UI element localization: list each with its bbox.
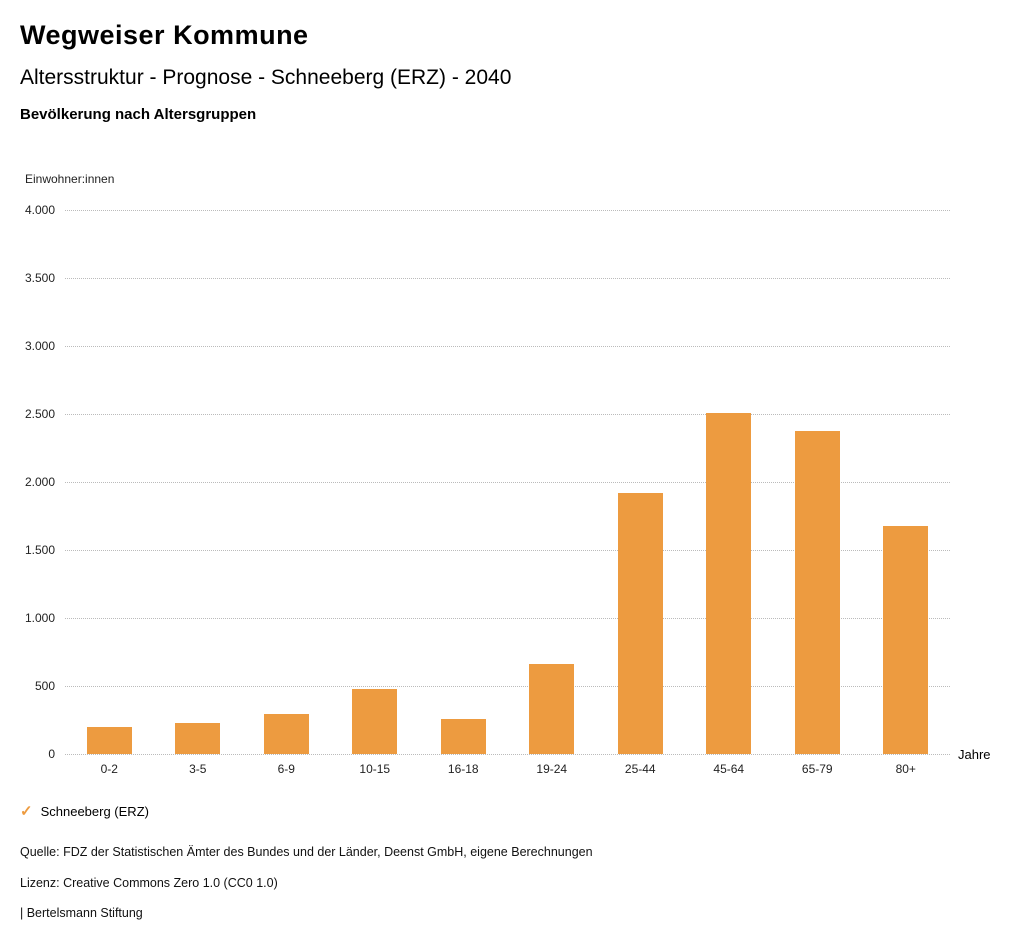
x-tick-label: 0-2	[100, 762, 118, 776]
x-tick-label: 65-79	[801, 762, 833, 776]
license-text: Lizenz: Creative Commons Zero 1.0 (CC0 1…	[20, 876, 278, 890]
attribution-text: | Bertelsmann Stiftung	[20, 906, 143, 920]
x-tick-label: 25-44	[624, 762, 656, 776]
x-tick-label: 10-15	[359, 762, 391, 776]
gridline	[65, 278, 950, 279]
y-tick-label: 3.000	[24, 339, 55, 353]
legend-label: Schneeberg (ERZ)	[40, 804, 149, 819]
legend[interactable]: ✓ Schneeberg (ERZ)	[20, 804, 149, 819]
chart-subsubtitle: Bevölkerung nach Altersgruppen	[20, 106, 257, 123]
bar-3-5[interactable]	[175, 722, 221, 754]
y-axis: 0 500 1.000 1.500 2.000 2.500 3.000 3.500 4.000	[0, 203, 55, 761]
x-tick-label: 6-9	[277, 762, 295, 776]
gridline	[65, 754, 950, 755]
y-tick-label: 2.500	[24, 407, 55, 421]
x-axis: 0-2 3-5 6-9 10-15 16-18 19-24 25-44 45-64 65-79 8…	[65, 762, 950, 782]
bar-65-79[interactable]	[794, 431, 840, 754]
bar-6-9[interactable]	[263, 713, 309, 754]
gridline	[65, 686, 950, 687]
bar-45-64[interactable]	[706, 412, 752, 754]
chart-subtitle: Altersstruktur - Prognose - Schneeberg (…	[20, 66, 512, 89]
y-tick-label: 4.000	[24, 203, 55, 217]
gridline	[65, 618, 950, 619]
y-tick-label: 2.000	[24, 475, 55, 489]
gridline	[65, 346, 950, 347]
page-title: Wegweiser Kommune	[20, 20, 309, 50]
plot-area	[65, 210, 950, 755]
x-tick-label: 19-24	[536, 762, 568, 776]
checkmark-icon: ✓	[20, 803, 33, 820]
bar-80+[interactable]	[883, 525, 929, 754]
y-tick-label: 3.500	[24, 271, 55, 285]
bar-10-15[interactable]	[352, 688, 398, 754]
bar-0-2[interactable]	[86, 726, 132, 754]
y-tick-label: 1.000	[24, 611, 55, 625]
x-tick-label: 16-18	[447, 762, 479, 776]
source-text: Quelle: FDZ der Statistischen Ämter des …	[20, 845, 593, 859]
bar-16-18[interactable]	[440, 718, 486, 754]
bar-19-24[interactable]	[529, 663, 575, 754]
y-tick-label: 500	[34, 679, 55, 693]
x-tick-label: 80+	[895, 762, 916, 776]
y-tick-label: 0	[48, 747, 55, 761]
y-axis-unit-label: Einwohner:innen	[25, 172, 115, 186]
gridline	[65, 210, 950, 211]
gridline	[65, 414, 950, 415]
gridline	[65, 550, 950, 551]
gridline	[65, 482, 950, 483]
x-tick-label: 45-64	[713, 762, 745, 776]
y-tick-label: 1.500	[24, 543, 55, 557]
x-tick-label: 3-5	[189, 762, 207, 776]
x-axis-title: Jahre	[958, 747, 991, 762]
bar-25-44[interactable]	[617, 492, 663, 754]
